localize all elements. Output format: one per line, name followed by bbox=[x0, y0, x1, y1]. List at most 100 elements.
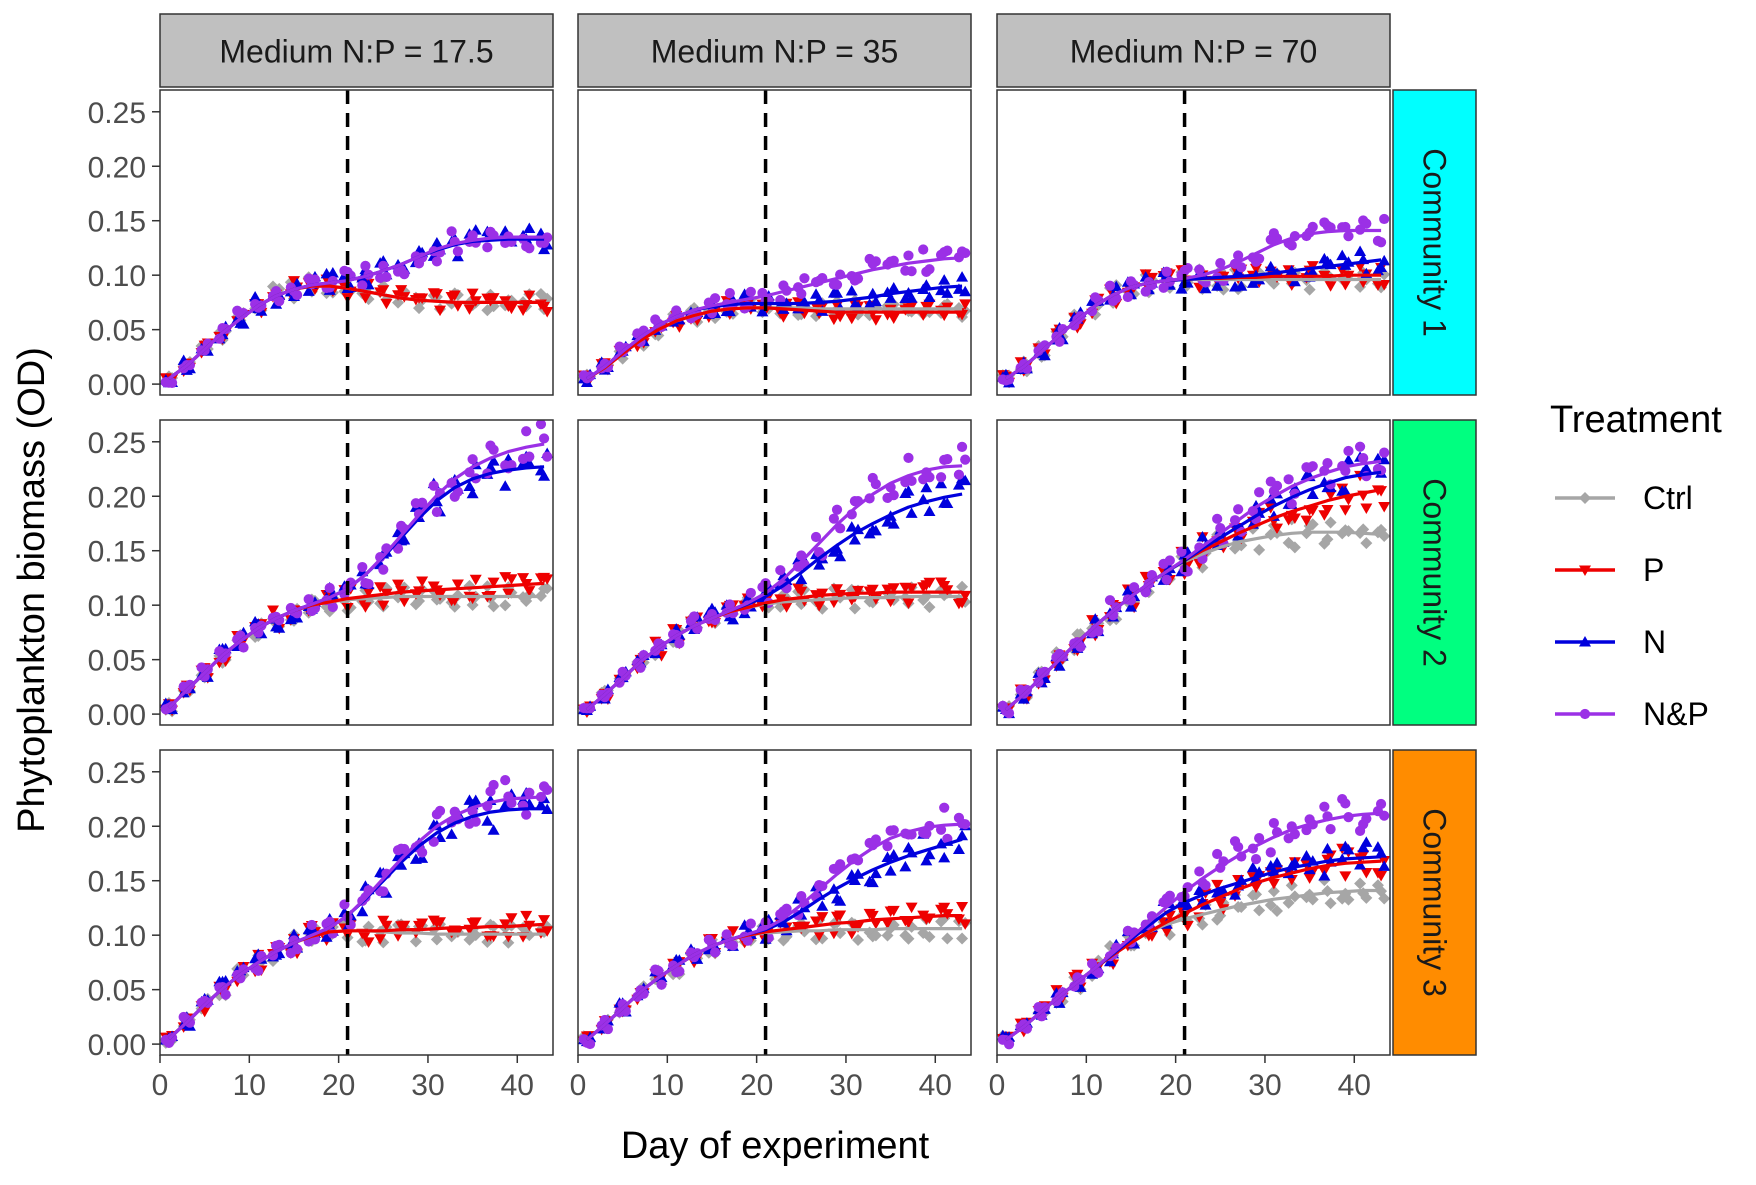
data-point bbox=[1164, 890, 1175, 901]
data-point bbox=[356, 905, 369, 917]
data-point bbox=[882, 841, 893, 852]
fit-line-nandp bbox=[167, 235, 545, 380]
data-point bbox=[434, 917, 447, 928]
data-point bbox=[1254, 253, 1265, 264]
x-tick-label: 20 bbox=[740, 1069, 773, 1102]
fit-line-nandp bbox=[167, 442, 545, 709]
data-point bbox=[939, 802, 950, 813]
data-point bbox=[796, 288, 807, 299]
data-point bbox=[884, 292, 897, 303]
data-point bbox=[1283, 474, 1294, 485]
data-point bbox=[887, 281, 900, 293]
data-point bbox=[398, 920, 411, 932]
data-point bbox=[487, 600, 500, 613]
data-point bbox=[1336, 249, 1349, 261]
legend-item-ctrl: Ctrl bbox=[1555, 480, 1693, 516]
data-point bbox=[380, 298, 393, 310]
data-point bbox=[1378, 268, 1390, 281]
data-point bbox=[1324, 281, 1337, 292]
data-point bbox=[1271, 480, 1283, 491]
data-point bbox=[1093, 967, 1104, 978]
data-point bbox=[451, 579, 464, 590]
data-point bbox=[863, 298, 876, 309]
panel-border bbox=[996, 419, 1391, 726]
data-point bbox=[813, 601, 826, 612]
data-point bbox=[1321, 533, 1334, 546]
data-point bbox=[924, 264, 935, 275]
data-point bbox=[1093, 625, 1104, 637]
data-point bbox=[813, 559, 826, 570]
data-point bbox=[1360, 462, 1373, 474]
panel-border bbox=[577, 419, 972, 726]
data-point bbox=[416, 918, 429, 929]
data-point bbox=[1357, 841, 1370, 853]
y-tick-label: 0.25 bbox=[88, 97, 146, 130]
data-point bbox=[1003, 708, 1015, 719]
data-point bbox=[452, 486, 463, 497]
data-point bbox=[1233, 841, 1244, 853]
data-point bbox=[923, 930, 936, 943]
fit-line-nandp bbox=[1005, 228, 1382, 381]
data-point bbox=[481, 815, 494, 826]
data-point bbox=[445, 828, 458, 839]
x-tick-label: 30 bbox=[411, 1069, 444, 1102]
data-point bbox=[434, 805, 446, 816]
data-point bbox=[721, 929, 732, 940]
data-point bbox=[941, 932, 954, 945]
data-point bbox=[952, 479, 965, 490]
data-point bbox=[273, 622, 286, 633]
data-point bbox=[887, 518, 900, 529]
panel-background bbox=[997, 90, 1390, 395]
data-point bbox=[887, 583, 900, 594]
fit-line-nandp bbox=[167, 795, 545, 1040]
data-point bbox=[362, 937, 375, 948]
data-point bbox=[656, 979, 667, 990]
data-point bbox=[834, 895, 847, 906]
data-point bbox=[1360, 537, 1373, 550]
data-point bbox=[220, 989, 231, 1000]
data-point bbox=[1306, 261, 1319, 272]
data-point bbox=[1271, 856, 1284, 868]
column-strip-bg bbox=[577, 13, 972, 88]
data-point bbox=[1375, 798, 1387, 810]
data-point bbox=[487, 577, 500, 589]
panel-r2-c3 bbox=[996, 419, 1391, 726]
data-point bbox=[1176, 546, 1187, 557]
data-point bbox=[488, 444, 499, 455]
data-point bbox=[523, 457, 536, 468]
data-point bbox=[1211, 280, 1224, 291]
data-point bbox=[941, 287, 954, 298]
data-point bbox=[1288, 513, 1301, 525]
data-point bbox=[816, 900, 829, 911]
data-point bbox=[1194, 264, 1205, 275]
data-point bbox=[1214, 898, 1227, 909]
panel-r3-c3 bbox=[996, 749, 1391, 1056]
data-point bbox=[923, 601, 936, 614]
data-point bbox=[534, 799, 547, 810]
data-point bbox=[905, 292, 918, 303]
panel-background bbox=[578, 420, 971, 725]
data-point bbox=[1342, 454, 1355, 465]
data-point bbox=[1268, 817, 1279, 829]
data-point bbox=[381, 271, 392, 283]
row-strip-bg bbox=[1392, 419, 1477, 726]
y-axis-row-1: 0.00 0.05 0.10 0.15 0.20 0.25 bbox=[88, 97, 160, 402]
data-point bbox=[1212, 513, 1223, 524]
data-point bbox=[1250, 263, 1263, 275]
data-point bbox=[869, 918, 882, 930]
data-point bbox=[870, 834, 881, 845]
data-point bbox=[409, 935, 422, 948]
data-point bbox=[1122, 291, 1133, 303]
data-point bbox=[398, 534, 411, 545]
column-strip-label: Medium N:P = 17.5 bbox=[219, 34, 493, 70]
data-point bbox=[363, 578, 374, 590]
data-point bbox=[775, 565, 786, 576]
data-point bbox=[292, 944, 303, 955]
data-point bbox=[960, 247, 971, 259]
data-point bbox=[523, 222, 536, 233]
data-point bbox=[1360, 891, 1373, 904]
row-strip-bg bbox=[1392, 89, 1477, 396]
data-point bbox=[538, 470, 551, 481]
panel-plot-area bbox=[160, 750, 553, 1055]
